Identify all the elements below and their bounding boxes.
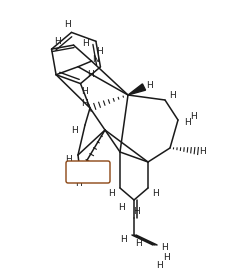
Text: H: H [157, 260, 163, 269]
Text: H: H [82, 39, 89, 48]
Text: H: H [96, 47, 103, 56]
Text: H: H [81, 98, 87, 108]
FancyBboxPatch shape [66, 161, 110, 183]
Text: H: H [153, 188, 159, 197]
Text: H: H [134, 207, 140, 217]
Text: H: H [81, 87, 88, 96]
Text: H: H [200, 147, 206, 155]
Polygon shape [128, 84, 146, 95]
Text: H: H [87, 70, 94, 80]
Text: H: H [121, 235, 127, 244]
Text: H: H [164, 252, 170, 262]
Text: N: N [77, 168, 83, 177]
Text: H: H [191, 111, 197, 120]
Text: H: H [109, 188, 115, 197]
Text: H: H [64, 20, 71, 29]
Text: H: H [136, 239, 142, 247]
Text: Abs: Abs [84, 168, 102, 177]
Text: H: H [72, 125, 78, 135]
Text: H: H [170, 91, 176, 100]
Text: H: H [162, 244, 168, 252]
Text: N: N [92, 54, 99, 64]
Text: H: H [65, 155, 71, 165]
Text: H: H [119, 203, 125, 212]
Text: H: H [185, 118, 191, 126]
Text: H: H [54, 37, 61, 46]
Text: H: H [75, 180, 81, 188]
Text: H: H [147, 81, 153, 90]
